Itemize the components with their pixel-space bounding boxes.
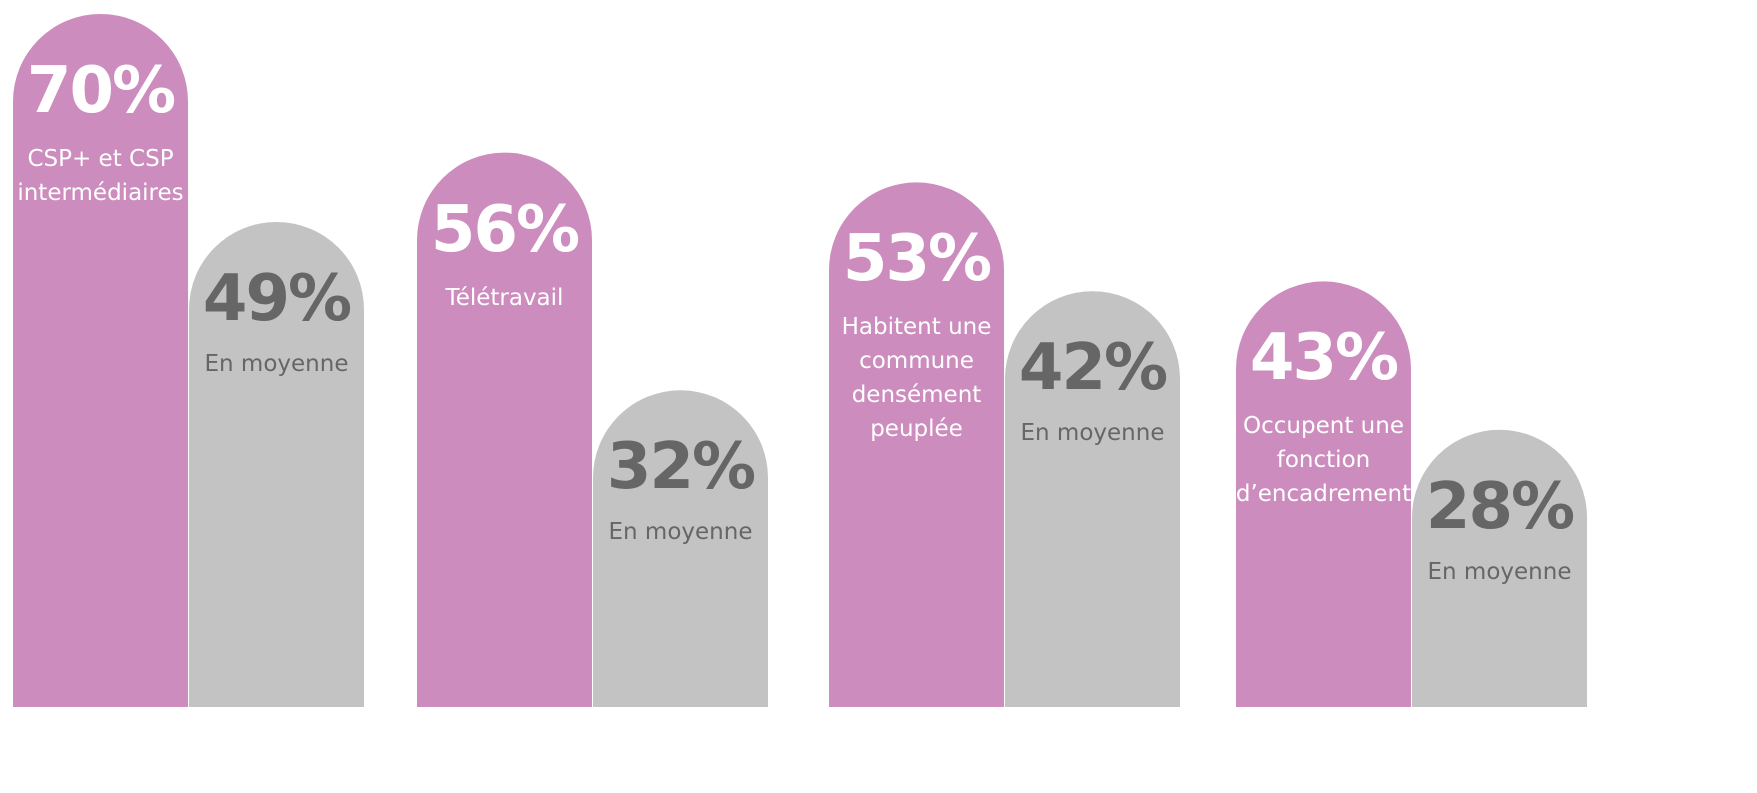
value-label: 49% [202,266,352,336]
category-label: Habitent une commune densément peuplée [841,314,992,443]
category-label-box: CSP+ et CSP intermédiaires [17,146,184,206]
value-label-box: 43% [1249,326,1399,396]
series-label-box: En moyenne [1020,420,1165,447]
value-label: 70% [26,59,176,128]
category-label-box: Occupent une fonction d’encadrement [1235,413,1412,508]
value-label: 28% [1425,474,1575,544]
value-label: 56% [430,197,580,267]
category-label-box: Télétravail [445,284,564,311]
value-label-box: 28% [1425,474,1575,544]
value-label: 32% [606,435,756,505]
value-label-box: 53% [842,227,992,297]
series-label: En moyenne [608,519,753,546]
bar [593,390,768,707]
category-label: CSP+ et CSP intermédiaires [17,146,184,206]
value-label-box: 42% [1018,336,1168,406]
series-label-box: En moyenne [1427,558,1572,585]
series-label-box: En moyenne [204,350,349,377]
value-label-box: 49% [202,266,352,336]
bar [189,221,364,708]
series-label-box: En moyenne [608,519,753,546]
value-label: 53% [842,227,992,297]
value-label: 42% [1018,336,1168,406]
value-label-box: 70% [26,59,176,128]
bar [13,13,188,707]
value-label: 43% [1249,326,1399,396]
series-label: En moyenne [1427,558,1572,585]
bar [1005,291,1180,707]
bar [1236,281,1411,707]
bar [417,152,592,708]
bar [829,182,1004,707]
category-label: Occupent une fonction d’encadrement [1235,413,1412,508]
bar [1412,429,1587,707]
series-label: En moyenne [1020,420,1165,447]
category-label-box: Habitent une commune densément peuplée [841,314,992,443]
value-label-box: 56% [430,197,580,267]
category-label: Télétravail [445,284,564,311]
value-label-box: 32% [606,435,756,505]
series-label: En moyenne [204,350,349,377]
